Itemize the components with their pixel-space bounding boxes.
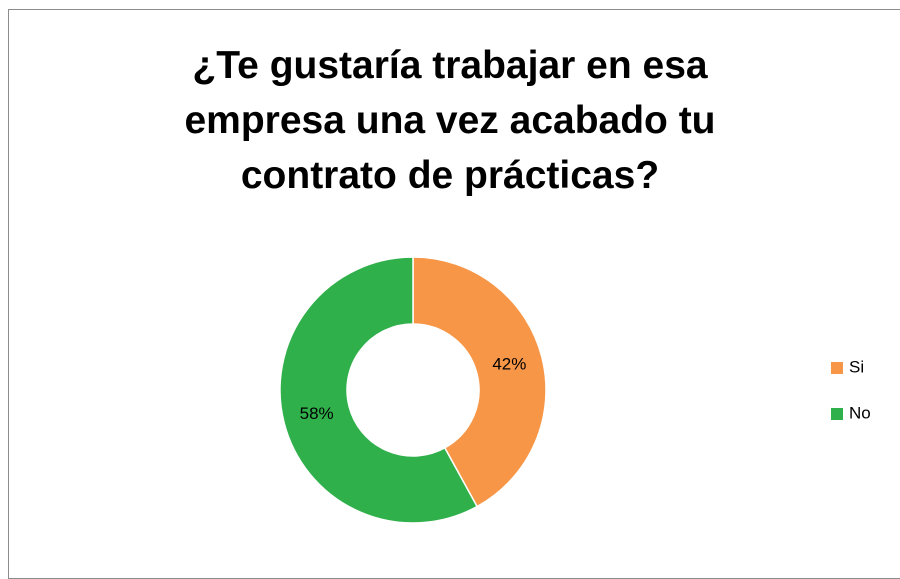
legend-label: No — [849, 403, 871, 422]
chart-title: ¿Te gustaría trabajar en esa empresa una… — [184, 44, 716, 197]
data-label: 42% — [492, 355, 526, 374]
data-label: 58% — [300, 404, 334, 423]
legend-label: Si — [849, 357, 864, 376]
legend-swatch — [831, 408, 843, 420]
legend-swatch — [831, 362, 843, 374]
donut-segment — [412, 256, 547, 508]
donut-segment — [279, 256, 479, 524]
